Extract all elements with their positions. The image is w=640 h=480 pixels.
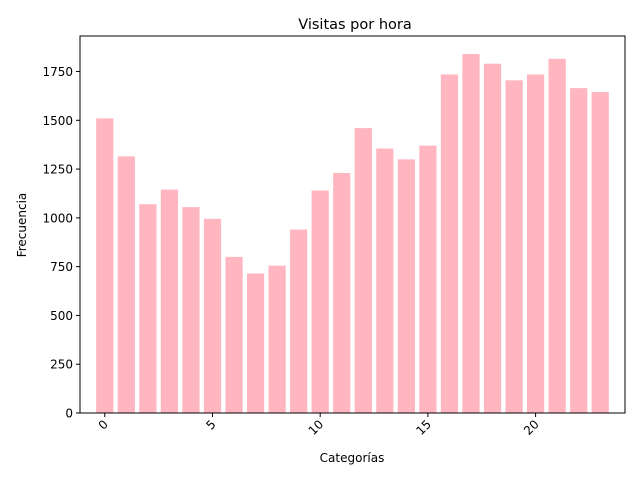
bar-23 [591,92,609,413]
bar-4 [182,207,200,413]
plot-frame [79,35,626,414]
y-axis-label: Frecuencia [15,193,29,258]
bar-16 [440,74,459,413]
bar-0 [96,118,114,413]
bars-group [96,53,609,414]
bar-12 [354,128,372,413]
bar-13 [376,148,394,413]
bar-19 [505,80,523,414]
x-tick-label: 0 [96,417,111,432]
y-tick-label: 1250 [42,163,73,177]
bar-11 [333,172,351,413]
x-axis-ticks: 0 5 10 15 20 [96,413,542,438]
y-tick-label: 0 [65,407,73,421]
bar-5 [203,218,222,413]
bar-1 [117,156,135,413]
x-axis-label: Categorías [320,451,385,465]
y-tick-label: 500 [50,309,73,323]
y-axis-ticks: 0 250 500 750 1000 1250 1500 1750 [42,65,80,421]
bar-21 [548,58,566,413]
bar-6 [225,256,243,413]
bar-8 [268,265,286,413]
x-tick-label: 15 [413,417,434,438]
y-tick-label: 1000 [42,211,73,225]
bar-20 [526,74,545,413]
bar-17 [462,53,480,413]
bar-14 [397,159,415,413]
bar-7 [246,273,265,413]
y-tick-label: 1500 [42,114,73,128]
bar-22 [570,88,588,413]
bar-15 [419,145,437,414]
x-tick-label: 10 [306,417,327,438]
bar-9 [290,229,308,413]
bar-18 [483,63,502,414]
bar-3 [160,189,179,413]
chart-title: Visitas por hora [298,17,412,33]
y-tick-label: 1750 [42,65,73,79]
y-tick-label: 750 [50,260,73,274]
bar-10 [311,190,329,413]
x-tick-label: 20 [521,417,542,438]
x-tick-label: 5 [203,417,218,432]
y-tick-label: 250 [50,358,73,372]
bar-2 [139,204,157,413]
